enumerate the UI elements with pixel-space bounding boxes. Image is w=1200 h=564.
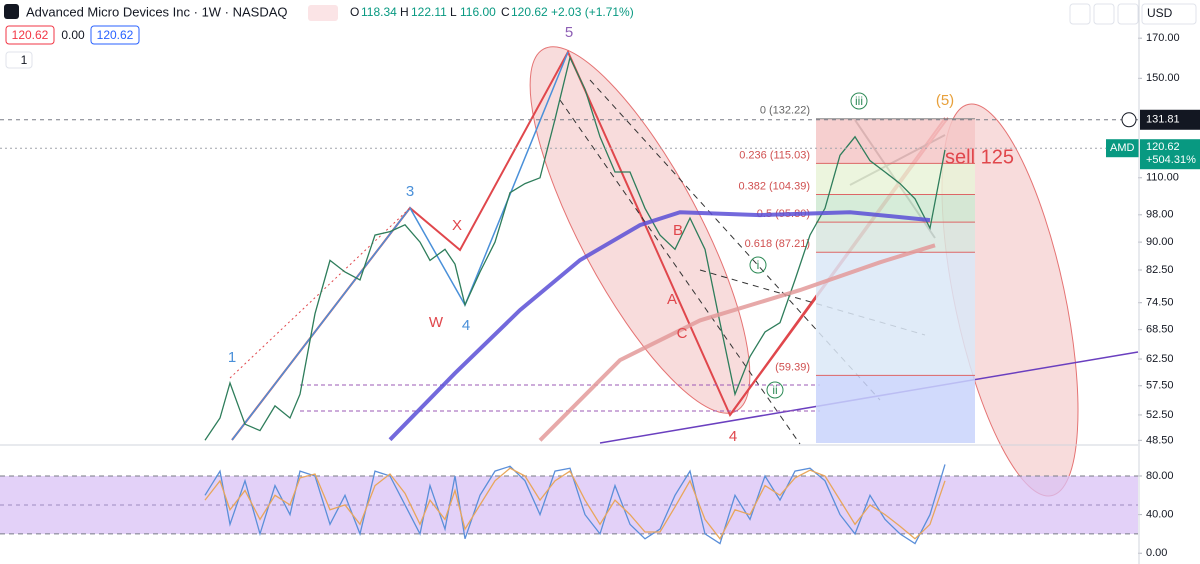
y-tick-label: 57.50 bbox=[1146, 380, 1174, 392]
ohlc-label: O bbox=[350, 5, 359, 19]
y-tick-label: 82.50 bbox=[1146, 264, 1174, 276]
last-price-label: 120.62 bbox=[1146, 141, 1180, 153]
wave-labels: 1 3 X W 4 5 B A C 4 iii ii i (5) sell 12… bbox=[228, 24, 1014, 445]
wave-label: ii bbox=[772, 383, 777, 397]
symbol-label: AMD bbox=[1110, 142, 1135, 154]
indicator-line bbox=[388, 210, 931, 442]
header: Advanced Micro Devices Inc · 1W · NASDAQ… bbox=[4, 3, 1197, 69]
wave-label: 5 bbox=[565, 24, 573, 41]
wave-label: (5) bbox=[936, 92, 954, 109]
ohlc-label: H bbox=[400, 5, 409, 19]
fib-zone bbox=[816, 252, 975, 376]
wave-circle bbox=[850, 92, 868, 110]
wave-label: C bbox=[677, 325, 688, 342]
y-tick-label: 170.00 bbox=[1146, 32, 1180, 44]
lots-toggle[interactable] bbox=[5, 51, 33, 69]
crosshair-tag bbox=[1140, 109, 1200, 130]
wave-circle bbox=[766, 381, 784, 399]
y-tick-label: 110.00 bbox=[1146, 172, 1179, 184]
y-tick-label: 48.50 bbox=[1146, 434, 1174, 446]
ohlc-label: C bbox=[501, 5, 510, 19]
price-pane: 0 (132.22) 0.236 (115.03) 0.382 (104.39) 0.… bbox=[0, 32, 1200, 446]
indicator-line bbox=[538, 243, 936, 442]
y-tick-label: 90.00 bbox=[1146, 236, 1174, 248]
wave-label: 3 bbox=[406, 183, 414, 200]
wave-circle bbox=[749, 256, 767, 274]
price-line bbox=[204, 55, 946, 441]
last-price-change: +504.31% bbox=[1146, 154, 1196, 166]
fib-label: 0.382 (104.39) bbox=[738, 180, 810, 192]
wave-line bbox=[231, 51, 569, 441]
icon-button[interactable] bbox=[1069, 3, 1091, 25]
add-alert[interactable] bbox=[1121, 112, 1137, 128]
ohlc-label: L bbox=[450, 5, 457, 19]
logo bbox=[4, 4, 19, 19]
indicator-line bbox=[204, 467, 946, 541]
ohlc-value: 120.62 bbox=[511, 5, 548, 19]
ask: 120.62 bbox=[97, 28, 134, 42]
wave-label: 4 bbox=[729, 428, 737, 445]
trend-line bbox=[589, 79, 881, 401]
icon-button[interactable] bbox=[1093, 3, 1115, 25]
indicator-line bbox=[204, 464, 946, 545]
sell-button[interactable] bbox=[5, 25, 55, 45]
ohlc-value: 116.00 bbox=[460, 5, 496, 19]
currency: USD bbox=[1147, 6, 1173, 20]
change: +2.03 (+1.71%) bbox=[551, 5, 634, 19]
fib-zone bbox=[816, 118, 975, 164]
fib-zone bbox=[816, 163, 975, 195]
wave-label: W bbox=[429, 314, 444, 331]
fib-label: (59.39) bbox=[775, 361, 810, 373]
y-tick-label: 52.50 bbox=[1146, 409, 1174, 421]
symbol-tag bbox=[1106, 139, 1139, 158]
wave-label: 1 bbox=[228, 349, 236, 366]
wave-label: B bbox=[673, 222, 683, 239]
symbol-title: Advanced Micro Devices Inc · 1W · NASDAQ bbox=[26, 4, 288, 19]
wave-label: 4 bbox=[462, 317, 470, 334]
icon-button[interactable] bbox=[1117, 3, 1139, 25]
y-tick-label: 98.00 bbox=[1146, 209, 1174, 221]
buy-button[interactable] bbox=[90, 25, 140, 45]
lots: 1 bbox=[21, 53, 28, 67]
indicator-button[interactable] bbox=[308, 5, 338, 21]
fib-label: 0.236 (115.03) bbox=[739, 149, 810, 161]
y-tick-label: 74.50 bbox=[1146, 297, 1174, 309]
ohlc-value: 118.34 bbox=[361, 5, 397, 19]
trend-line bbox=[229, 207, 411, 379]
ohlc-value: 122.11 bbox=[411, 5, 447, 19]
wave-label: A bbox=[667, 291, 677, 308]
drawings bbox=[229, 46, 1139, 497]
last-price-tag bbox=[1140, 139, 1200, 170]
fib-zone bbox=[816, 222, 975, 253]
wave-label: X bbox=[452, 217, 462, 234]
fib-label: 0 (132.22) bbox=[760, 105, 810, 117]
fib-label: 0.618 (87.21) bbox=[745, 238, 810, 250]
currency-select[interactable] bbox=[1141, 3, 1197, 25]
y-tick-label: 80.00 bbox=[1146, 470, 1174, 482]
y-tick-label: 0.00 bbox=[1146, 547, 1167, 559]
trend-line bbox=[559, 99, 801, 445]
y-tick-label: 68.50 bbox=[1146, 324, 1174, 336]
bid: 120.62 bbox=[12, 28, 49, 42]
oscillator-pane: 80.00 40.00 0.00 bbox=[0, 464, 1174, 559]
annotation: sell 125 bbox=[945, 146, 1014, 168]
y-tick-label: 62.50 bbox=[1146, 353, 1174, 365]
fib-zone bbox=[816, 375, 975, 443]
spread: 0.00 bbox=[61, 28, 85, 42]
ellipse bbox=[529, 46, 751, 414]
crosshair-label: 131.81 bbox=[1146, 114, 1180, 126]
y-tick-label: 40.00 bbox=[1146, 509, 1174, 521]
wave-label: i bbox=[757, 258, 760, 272]
y-tick-label: 150.00 bbox=[1146, 72, 1180, 84]
wave-label: iii bbox=[855, 94, 863, 108]
